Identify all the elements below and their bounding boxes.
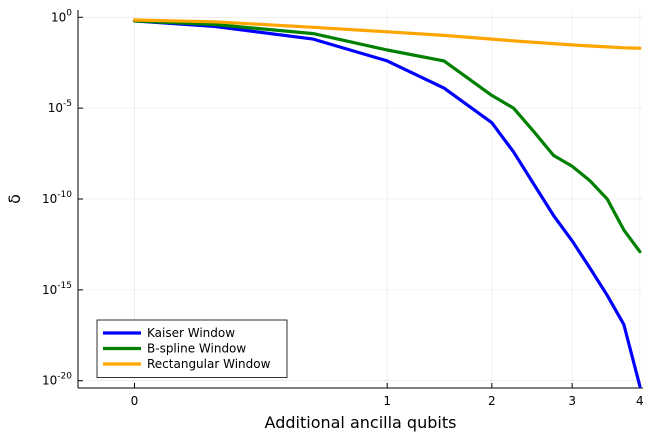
y-axis-title: δ: [5, 194, 24, 204]
legend-label: B-spline Window: [147, 342, 246, 356]
y-tick-label: 10-5: [48, 99, 72, 115]
x-tick-label: 3: [568, 394, 576, 408]
y-tick-label: 100: [51, 8, 72, 24]
x-tick-label: 1: [383, 394, 391, 408]
legend-label: Rectangular Window: [147, 357, 271, 371]
legend: Kaiser Window B-spline WindowRectangular …: [96, 319, 288, 378]
y-tick-label: 10-15: [42, 281, 72, 297]
grid: [78, 10, 643, 388]
x-tick-label: 4: [636, 394, 644, 408]
x-tick-label: 2: [488, 394, 496, 408]
y-tick-label: 10-20: [42, 372, 72, 388]
x-tick-label: 0: [131, 394, 139, 408]
series-line: [132, 19, 642, 254]
series-line: [132, 18, 642, 50]
ticks: 0 1 2 3 4 100 10-5 10-10 10-15 10-20: [42, 8, 644, 408]
series-line: [132, 19, 642, 388]
series: [132, 18, 642, 388]
legend-label: Kaiser Window: [147, 326, 235, 340]
x-axis-title: Additional ancilla qubits: [265, 413, 457, 432]
y-tick-label: 10-10: [42, 190, 72, 206]
